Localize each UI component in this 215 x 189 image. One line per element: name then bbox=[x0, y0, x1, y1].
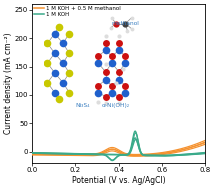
Y-axis label: Current density (mA cm⁻²): Current density (mA cm⁻²) bbox=[4, 33, 13, 134]
X-axis label: Potential (V vs. Ag/AgCl): Potential (V vs. Ag/AgCl) bbox=[72, 176, 166, 185]
Legend: 1 M KOH + 0.5 M methanol, 1 M KOH: 1 M KOH + 0.5 M methanol, 1 M KOH bbox=[33, 5, 121, 18]
